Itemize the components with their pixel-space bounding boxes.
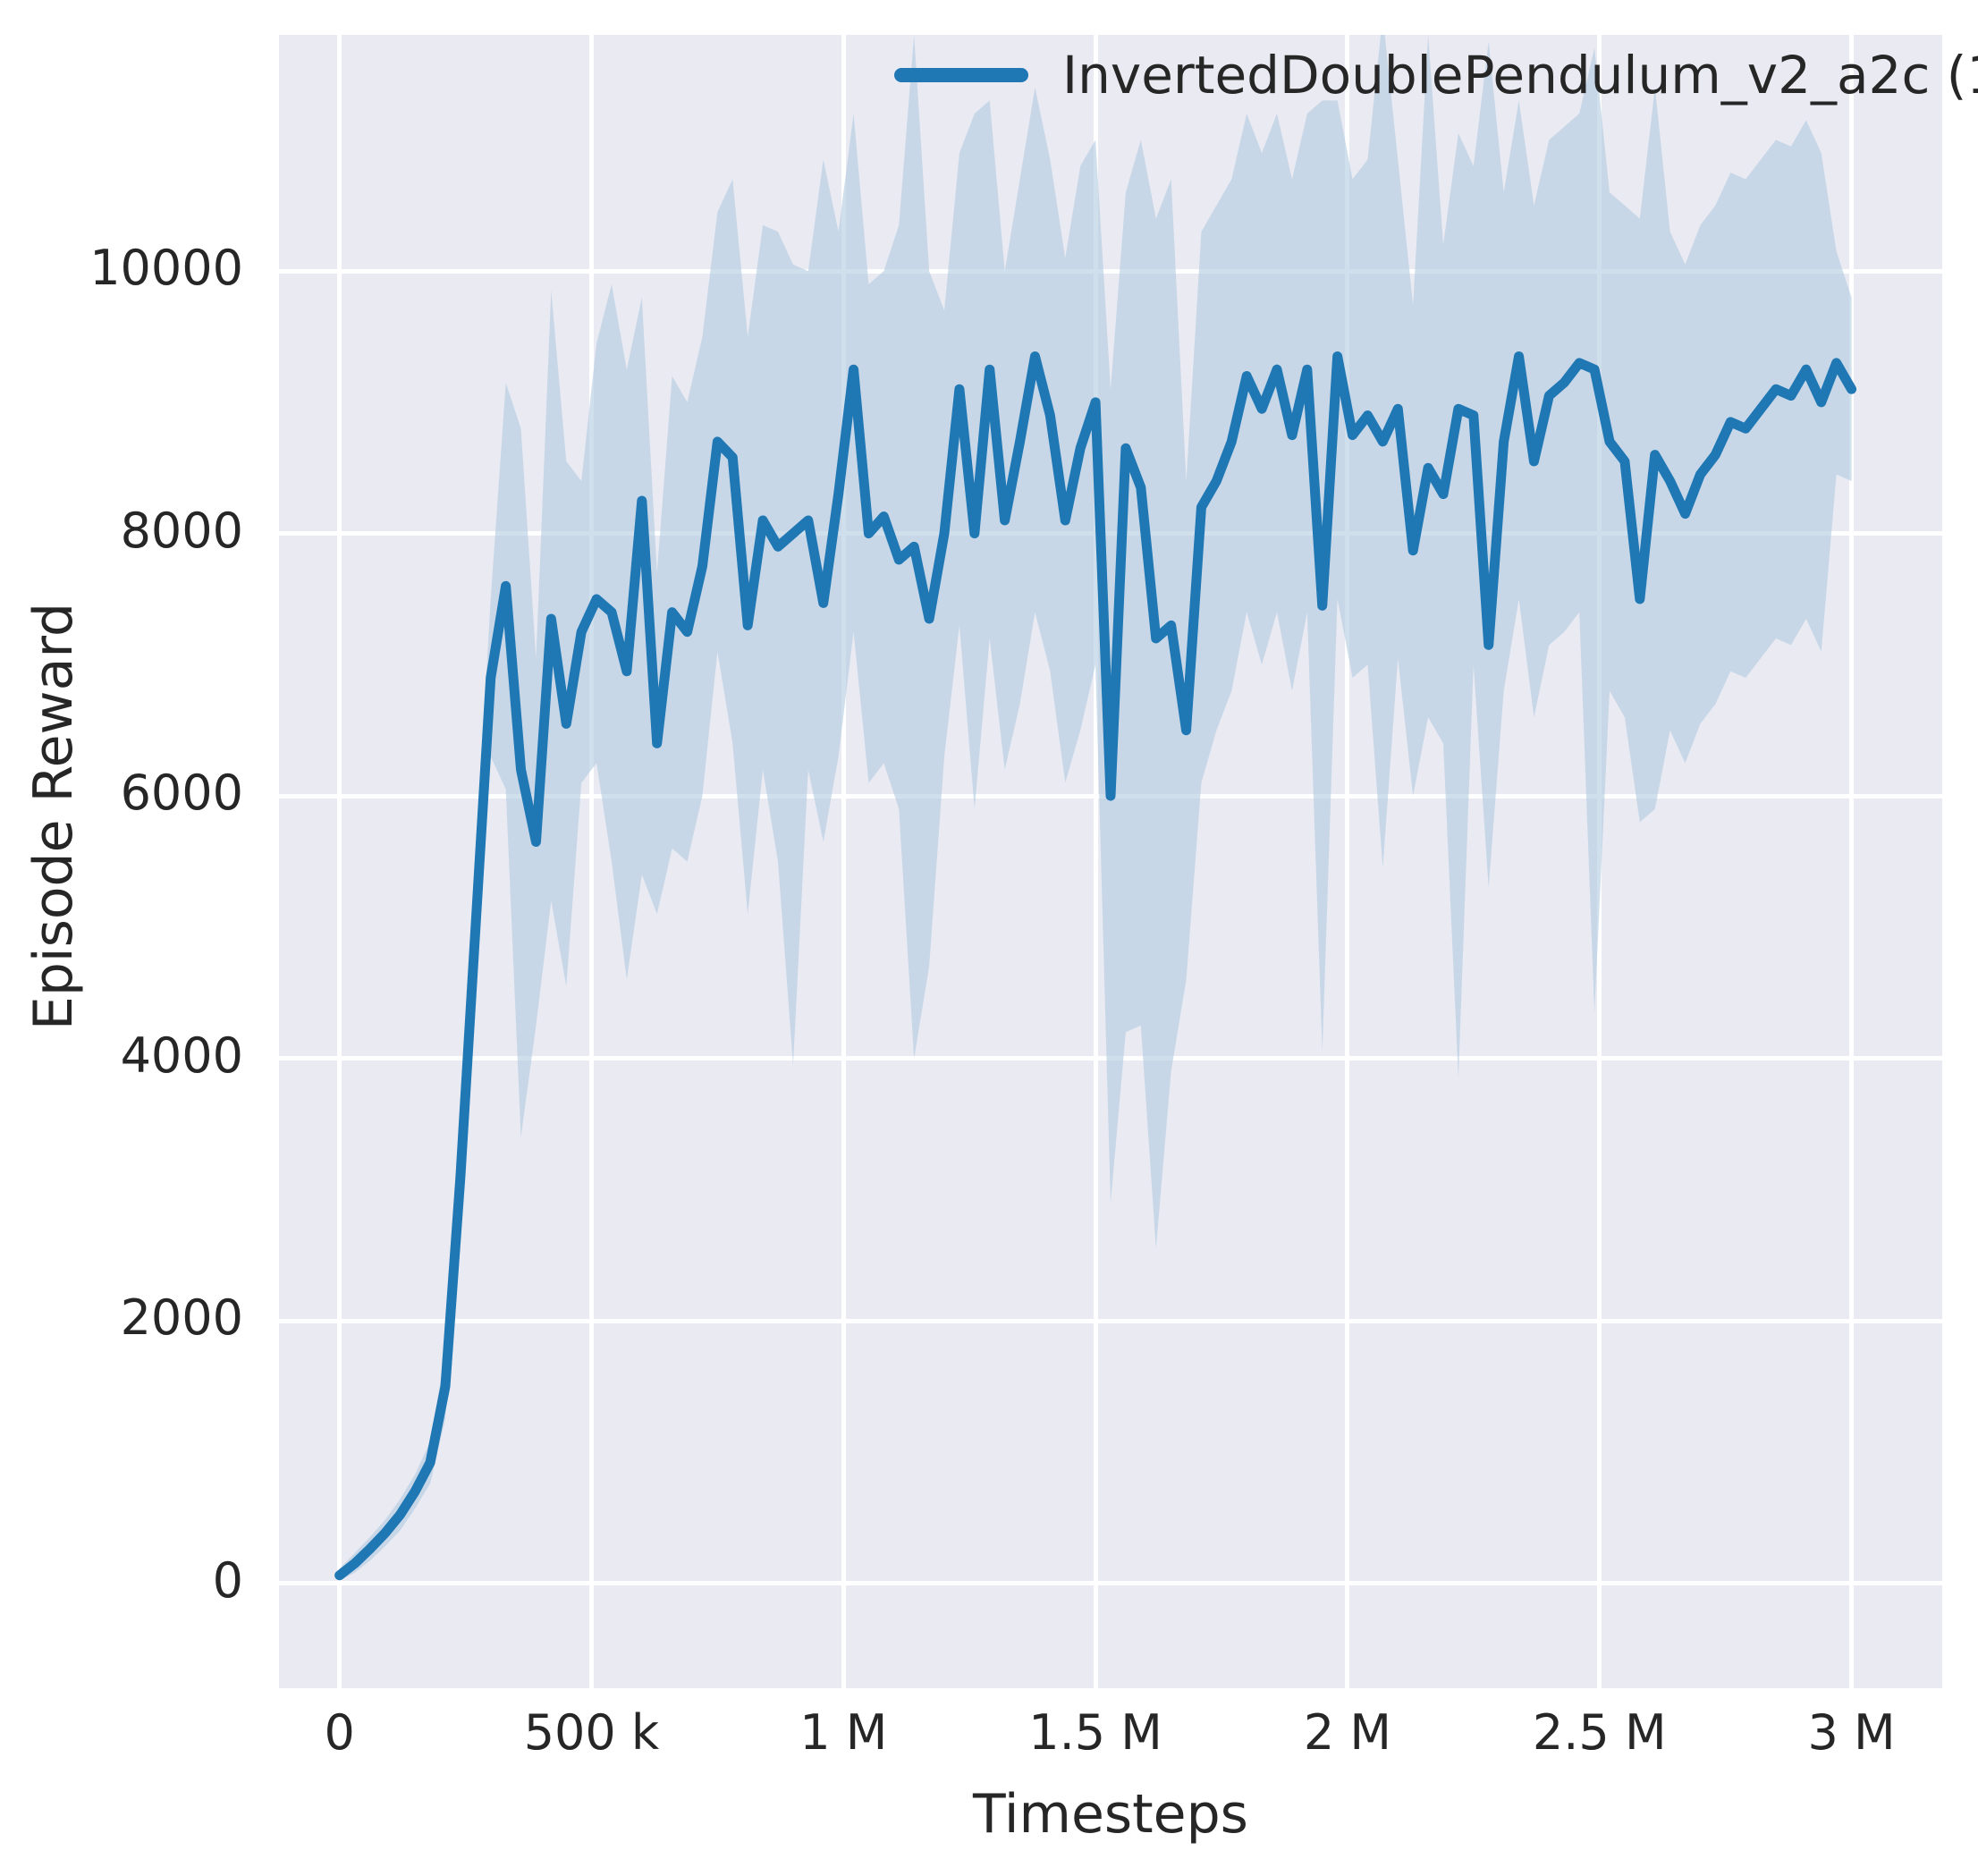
- gridline-vertical: [588, 35, 594, 1688]
- x-tick-label: 500 k: [523, 1704, 660, 1761]
- series-line: [334, 351, 1857, 1581]
- gridline-vertical: [1849, 35, 1855, 1688]
- y-tick-label: 2000: [120, 1289, 243, 1347]
- gridline-horizontal: [279, 268, 1942, 274]
- legend-label: InvertedDoublePendulum_v2_a2c (10): [1062, 45, 1978, 106]
- x-tick-label: 1 M: [799, 1704, 888, 1761]
- legend[interactable]: InvertedDoublePendulum_v2_a2c (10): [894, 46, 1978, 104]
- gridline-vertical: [1093, 35, 1098, 1688]
- x-tick-label: 2.5 M: [1532, 1704, 1667, 1761]
- gridline-vertical: [1345, 35, 1350, 1688]
- y-tick-label: 8000: [120, 502, 243, 559]
- gridline-horizontal: [279, 1318, 1942, 1323]
- y-axis-title: Episode Reward: [22, 602, 85, 1031]
- gridline-vertical: [841, 35, 846, 1688]
- legend-color-swatch: [894, 68, 1028, 82]
- y-tick-label: 6000: [120, 765, 243, 822]
- x-tick-label: 2 M: [1303, 1704, 1391, 1761]
- y-tick-label: 0: [212, 1551, 243, 1609]
- x-tick-label: 1.5 M: [1028, 1704, 1162, 1761]
- y-tick-label: 4000: [120, 1027, 243, 1084]
- x-tick-label: 0: [324, 1704, 355, 1761]
- x-tick-label: 3 M: [1807, 1704, 1896, 1761]
- series-canvas: [334, 35, 1857, 1581]
- plot-area: [279, 35, 1942, 1688]
- gridline-vertical: [337, 35, 342, 1688]
- y-tick-label: 10000: [89, 240, 243, 297]
- gridline-horizontal: [279, 1581, 1942, 1586]
- x-axis-title: Timesteps: [973, 1783, 1248, 1846]
- confidence-band: [339, 35, 1852, 1581]
